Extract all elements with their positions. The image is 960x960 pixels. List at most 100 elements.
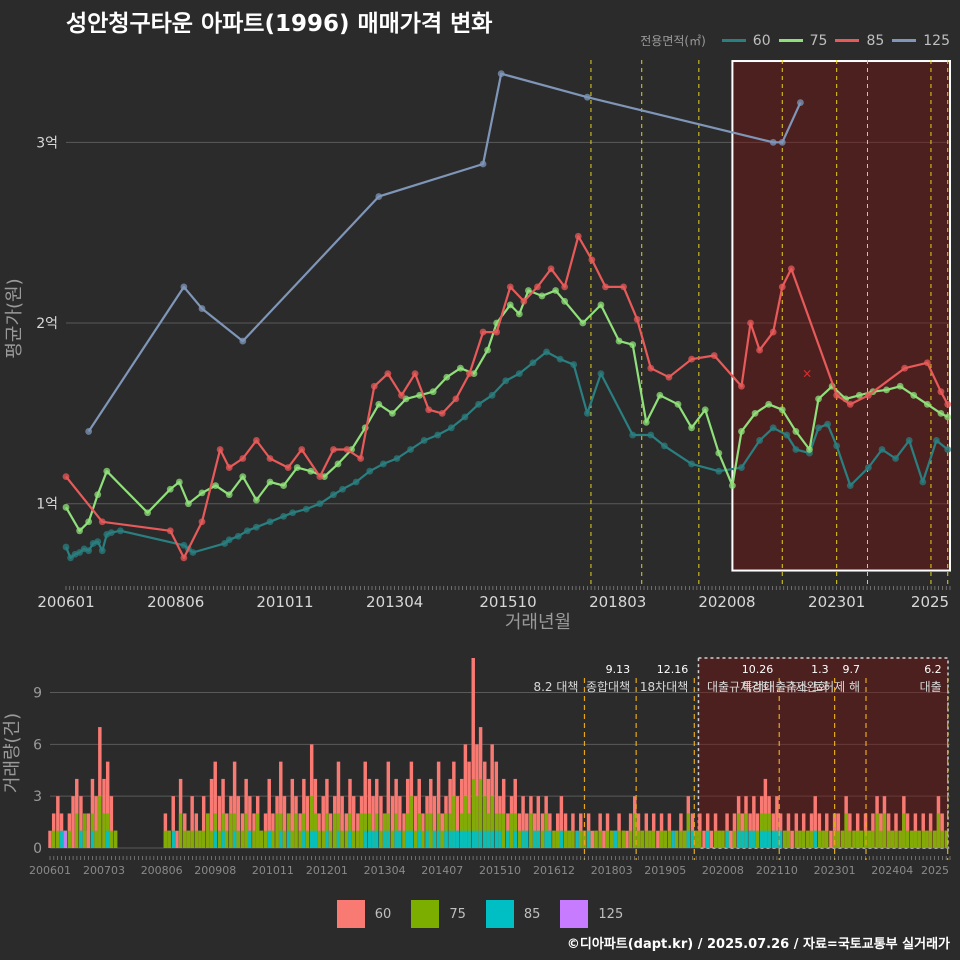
volume-bar-60	[848, 813, 852, 848]
volume-bar-75	[721, 830, 725, 848]
volume-bar-75	[928, 830, 933, 848]
volume-bar-75	[579, 830, 583, 848]
volume-bar-75	[663, 830, 667, 848]
volume-bar-75	[298, 830, 302, 848]
data-point-60	[629, 431, 637, 439]
volume-bar-75	[540, 830, 545, 848]
volume-bar-75	[209, 830, 214, 848]
volume-bar-75	[356, 830, 360, 848]
volume-bar-75	[832, 830, 837, 848]
volume-bar-75	[317, 830, 321, 848]
volume-bar-85	[559, 830, 564, 848]
volume-bar-60	[279, 761, 283, 848]
volume-bar-85	[671, 830, 675, 848]
volume-bar-60	[71, 796, 75, 848]
volume-bar-75	[113, 830, 118, 848]
volume-bar-60	[755, 813, 760, 848]
x-tick-label: 201011	[256, 593, 313, 611]
legend-label: 125	[923, 32, 950, 49]
data-point-60	[515, 370, 523, 378]
data-point-85	[665, 373, 673, 381]
data-point-60	[243, 527, 251, 535]
volume-bar-60	[729, 830, 733, 848]
volume-bar-85	[525, 830, 529, 848]
x-tick-label: 201201	[306, 864, 348, 877]
volume-bar-60	[579, 813, 583, 848]
volume-bar-85	[748, 830, 752, 848]
data-point-75	[484, 346, 491, 354]
volume-bar-75	[190, 830, 194, 848]
volume-bar-75	[817, 830, 822, 848]
data-point-125	[769, 138, 777, 146]
data-point-75	[375, 400, 383, 408]
volume-bar-60	[356, 813, 360, 848]
volume-bar-60	[521, 796, 525, 848]
policy-label: 8.2 대책	[533, 679, 578, 694]
volume-bar-75	[744, 813, 748, 848]
y-tick-label: 0	[33, 841, 42, 857]
volume-bar-85	[736, 830, 741, 848]
data-point-60	[738, 464, 745, 471]
volume-bar-75	[925, 830, 929, 848]
chart-title: 성안청구타운 아파트(1996) 매매가격 변화	[66, 11, 493, 37]
volume-bar-60	[886, 813, 891, 848]
data-point-75	[443, 373, 451, 381]
volume-bar-75	[852, 830, 856, 848]
volume-bar-60	[51, 813, 56, 848]
volume-bar-60	[328, 813, 333, 848]
data-point-60	[783, 431, 791, 439]
data-point-60	[583, 409, 591, 417]
volume-bar-75	[109, 830, 114, 848]
data-point-60	[475, 400, 482, 408]
volume-bar-75	[621, 830, 625, 848]
x-tick-label: 202110	[756, 864, 798, 877]
data-point-85	[253, 437, 260, 444]
volume-bar-60	[290, 778, 295, 848]
data-point-60	[76, 549, 83, 556]
data-point-85	[633, 316, 641, 323]
price-chart: 1억 2억 3억 × 200601 200806 201011 201304 201510 201…	[4, 60, 952, 633]
volume-bar-60	[771, 813, 775, 848]
data-point-75	[896, 382, 904, 390]
x-tick-label: 200908	[194, 864, 236, 877]
volume-bar-75	[871, 830, 875, 848]
legend-item-125: 125	[892, 33, 950, 49]
volume-bar-60	[471, 658, 475, 848]
data-point-125	[583, 93, 591, 101]
volume-bar-60	[879, 813, 883, 848]
volume-bar-60	[201, 796, 206, 848]
volume-bar-75	[879, 830, 883, 848]
volume-bar-60	[75, 778, 79, 848]
data-point-125	[778, 138, 786, 146]
data-point-75	[615, 337, 623, 345]
data-point-75	[457, 364, 464, 372]
volume-bar-75	[302, 813, 306, 848]
volume-bar-75	[429, 813, 433, 848]
volume-bar-75	[806, 830, 810, 848]
x-axis-label: 거래년월	[505, 612, 571, 633]
data-point-75	[597, 301, 605, 309]
volume-bar-85	[336, 830, 341, 848]
volume-bar-75	[351, 830, 356, 848]
data-point-60	[379, 460, 387, 468]
data-point-75	[815, 395, 822, 403]
volume-bar-75	[386, 813, 391, 848]
volume-bar-60	[586, 813, 591, 848]
data-point-75	[76, 527, 83, 535]
volume-bar-60	[386, 761, 391, 848]
x-tick-label: 201011	[252, 864, 294, 877]
volume-bar-75	[51, 830, 56, 848]
volume-bar-60	[390, 796, 395, 848]
volume-bar-75	[225, 830, 229, 848]
volume-bar-60	[525, 813, 529, 848]
legend-label: 60	[752, 32, 771, 49]
volume-bar-85	[471, 830, 475, 848]
volume-bar-85	[498, 830, 502, 848]
volume-bar-75	[463, 796, 468, 848]
legend-bar-item-75: 75	[411, 900, 466, 928]
volume-bar-75	[452, 796, 456, 848]
data-point-85	[620, 283, 627, 291]
data-point-60	[117, 527, 124, 535]
data-point-60	[833, 442, 841, 450]
data-point-60	[815, 424, 822, 432]
